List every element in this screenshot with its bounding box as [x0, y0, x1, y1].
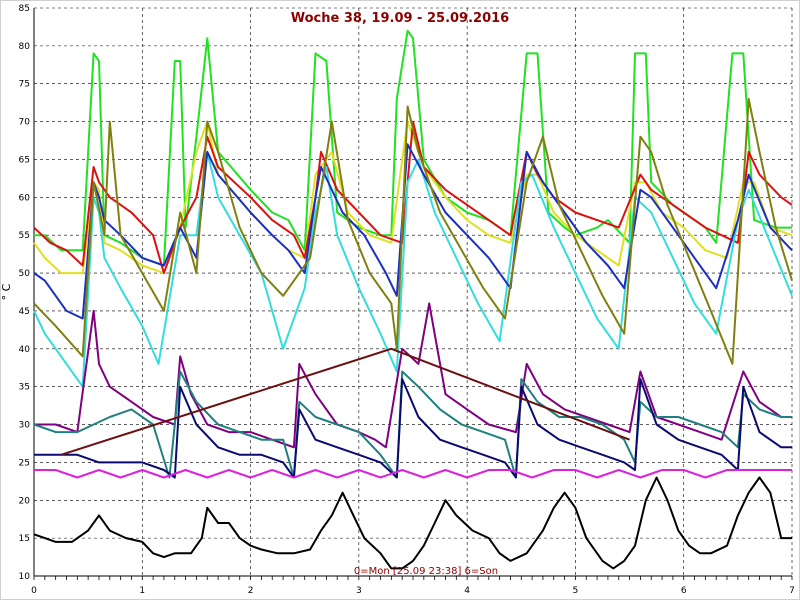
series-line-2	[33, 120, 793, 275]
x-tick-label: 1	[139, 586, 145, 596]
series-line-9	[34, 378, 792, 479]
y-tick-label: 25	[19, 458, 30, 468]
x-tick-label: 6	[681, 586, 687, 596]
x-tick-label: 2	[248, 586, 254, 596]
series-line-8	[33, 370, 792, 479]
series-line-11	[60, 347, 630, 456]
y-tick-label: 40	[19, 345, 31, 355]
x-tick-label: 0	[31, 586, 37, 596]
series-line-10	[34, 469, 792, 479]
y-tick-label: 60	[19, 193, 31, 203]
y-tick-label: 80	[19, 42, 31, 52]
y-tick-label: 35	[19, 383, 30, 393]
series-line-3	[33, 120, 793, 275]
chart-title: Woche 38, 19.09 - 25.09.2016	[291, 11, 509, 26]
y-tick-label: 30	[19, 421, 31, 431]
y-tick-label: 20	[19, 496, 31, 506]
series-group	[33, 29, 793, 570]
footer-note: 0=Mon [25.09 23:38] 6=Son	[354, 566, 498, 577]
series-line-5	[33, 143, 793, 320]
y-tick-label: 85	[19, 4, 30, 14]
y-tick-label: 55	[19, 231, 30, 241]
x-tick-label: 5	[573, 586, 579, 596]
y-tick-label: 15	[19, 534, 30, 544]
y-tick-label: 70	[19, 118, 31, 128]
y-axis-label: ° C	[0, 283, 13, 300]
x-tick-label: 4	[464, 586, 470, 596]
y-tick-label: 75	[19, 80, 30, 90]
axes	[33, 8, 793, 580]
series-line-6	[33, 97, 793, 365]
y-tick-label: 10	[19, 572, 31, 582]
series-line-7	[34, 302, 792, 449]
series-line-12	[33, 476, 792, 570]
y-tick-label: 45	[19, 307, 30, 317]
series-line-4	[33, 150, 793, 388]
y-tick-label: 65	[19, 155, 30, 165]
y-tick-label: 50	[19, 269, 31, 279]
x-tick-label: 3	[356, 586, 362, 596]
x-tick-label: 7	[789, 586, 795, 596]
